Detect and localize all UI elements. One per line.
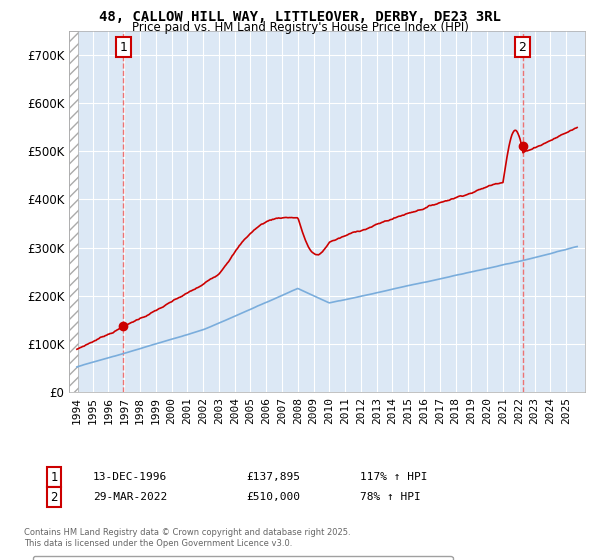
Bar xyxy=(69,31,77,392)
Text: 1: 1 xyxy=(119,40,127,54)
Text: 1: 1 xyxy=(50,470,58,484)
Text: 29-MAR-2022: 29-MAR-2022 xyxy=(93,492,167,502)
Text: 13-DEC-1996: 13-DEC-1996 xyxy=(93,472,167,482)
Text: Contains HM Land Registry data © Crown copyright and database right 2025.
This d: Contains HM Land Registry data © Crown c… xyxy=(24,528,350,548)
Text: 78% ↑ HPI: 78% ↑ HPI xyxy=(360,492,421,502)
Text: £137,895: £137,895 xyxy=(246,472,300,482)
Text: Price paid vs. HM Land Registry's House Price Index (HPI): Price paid vs. HM Land Registry's House … xyxy=(131,21,469,34)
Legend: 48, CALLOW HILL WAY, LITTLEOVER, DERBY, DE23 3RL (detached house), HPI: Average : 48, CALLOW HILL WAY, LITTLEOVER, DERBY, … xyxy=(33,556,452,560)
Text: £510,000: £510,000 xyxy=(246,492,300,502)
Text: 2: 2 xyxy=(50,491,58,504)
Text: 117% ↑ HPI: 117% ↑ HPI xyxy=(360,472,427,482)
Text: 2: 2 xyxy=(518,40,526,54)
Text: 48, CALLOW HILL WAY, LITTLEOVER, DERBY, DE23 3RL: 48, CALLOW HILL WAY, LITTLEOVER, DERBY, … xyxy=(99,10,501,24)
